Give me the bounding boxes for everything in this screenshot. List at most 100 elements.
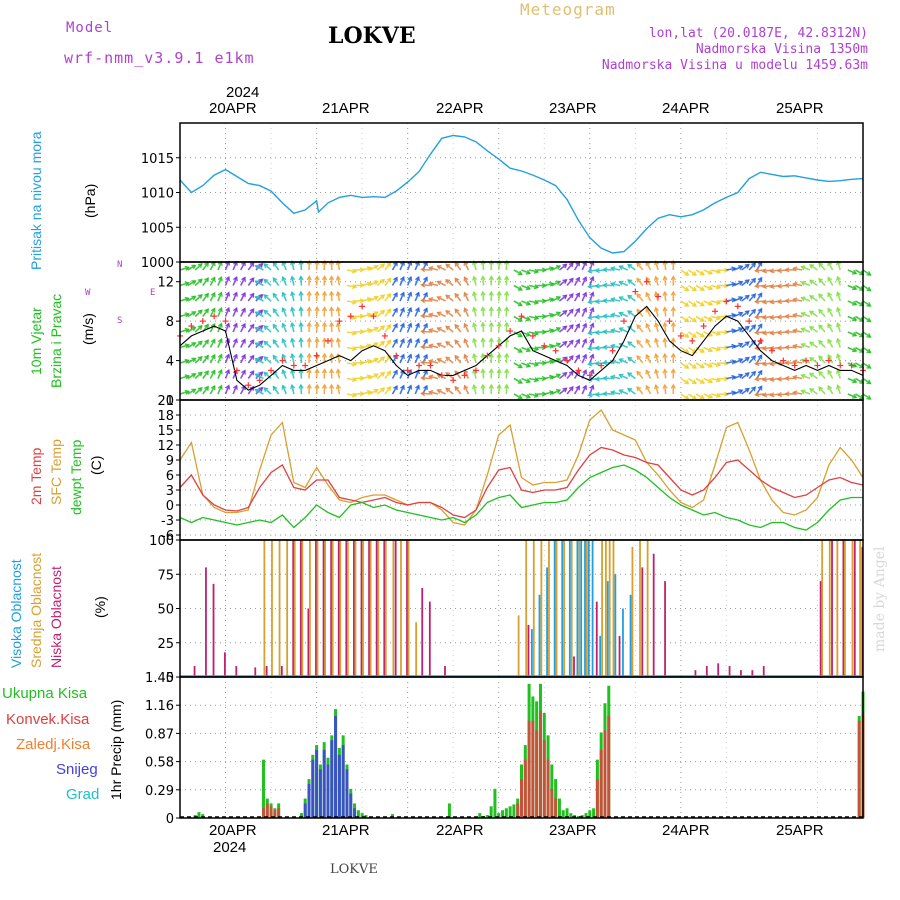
wind-arrowhead [254,280,260,286]
wind-arrowhead [707,269,714,275]
y-tick-label: 1.16 [145,699,174,714]
wind-arrowhead [627,294,633,300]
wind-arrow [187,357,196,364]
wind-arrowhead [568,308,574,314]
wind-arrow [473,385,477,395]
y-tick-label: 0 [166,499,174,514]
wind-arrow [711,362,721,366]
wind-arrowhead [562,372,568,377]
wind-arrow [346,393,356,397]
wind-arrowhead [594,376,600,382]
wind-arrowhead [731,312,737,319]
wind-arrowhead [217,384,223,390]
wind-arrow [255,358,264,364]
wind-arrow [414,276,420,286]
cloud-bar [694,670,697,677]
wind-arrowhead [549,359,555,365]
wind-arrow [654,338,659,348]
precip-bar [523,759,527,818]
wind-arrow [755,362,765,365]
cloud-bar [421,587,424,677]
wind-arrowhead [263,387,269,393]
wind-arrowhead [471,290,478,297]
wind-arrowhead [645,338,651,344]
wind-arrow [566,386,574,395]
precip-bar [504,808,508,818]
wind-arrowhead [610,312,616,318]
wind-arrow [232,276,238,286]
wind-arrowhead [761,345,767,352]
wind-arrow [454,262,462,271]
wind-arrowhead [818,277,824,283]
wind-arrowhead [436,358,442,363]
wind-arrowhead [776,267,783,274]
wind-arrowhead [184,358,190,364]
wind-arrow [473,323,477,333]
wind-arrowhead [225,291,231,297]
wind-arrow [406,338,412,348]
wind-arrow [399,307,405,317]
cloud-bar [853,540,856,677]
wind-arrowhead [645,307,651,313]
wind-arrowhead [393,338,398,344]
wind-arrow [544,391,554,395]
wind-arrow [263,356,272,364]
wind-arrowhead [684,364,690,369]
wind-arrowhead [800,265,806,271]
wind-arrowhead [298,275,304,281]
wind-arrowhead [699,286,705,291]
wind-arrow [581,338,587,348]
wind-arrowhead [407,291,413,297]
wind-arrow [255,327,264,333]
wind-arrow [573,385,580,395]
wind-arrow [497,291,501,302]
wind-arrow [217,307,223,317]
wind-arrow [793,267,803,271]
wind-arrow [337,384,341,395]
wind-arrowhead [738,358,744,364]
wind-arrowhead [776,391,783,398]
wind-arrow [187,311,196,318]
wind-arrow [361,313,372,318]
wind-arrowhead [517,317,523,322]
wind-arrow [862,300,871,307]
wind-arrowhead [866,333,872,338]
wind-arrow [497,322,501,333]
wind-arrow [836,338,841,348]
wind-arrowhead [645,353,651,360]
wind-arrow [748,324,756,333]
wind-arrow [291,307,295,317]
wind-arrowhead [827,384,833,391]
wind-arrow [589,338,594,348]
compass-north: N [117,260,123,270]
wind-arrowhead [808,372,815,378]
wind-arrow [695,377,705,384]
wind-arrow [346,284,356,288]
wind-arrowhead [751,324,757,330]
wind-arrowhead [670,306,676,312]
wind-arrowhead [298,290,304,296]
wind-arrow [703,346,713,352]
wind-arrowhead [335,259,341,266]
wind-arrowhead [670,352,676,358]
wind-arrowhead [670,368,676,374]
wind-arrow [680,377,689,385]
wind-arrowhead [594,267,600,274]
wind-arrow [528,284,539,289]
wind-arrow [645,385,652,395]
wind-arrow [263,278,272,287]
wind-arrow [793,283,803,287]
model-name: wrf-nmm_v3.9.1 e1km [64,49,255,67]
wind-arrowhead [351,376,358,383]
wind-arrow [315,291,319,302]
wind-arrowhead [488,275,494,281]
wind-arrowhead [480,368,486,374]
wind-arrowhead [314,383,320,389]
wind-arrowhead [761,299,767,305]
wind-arrow [726,314,736,318]
wind-arrow [654,385,659,395]
wind-arrowhead [373,342,379,348]
wind-arrow [726,376,736,380]
wind-arrowhead [699,363,705,369]
wind-arrowhead [217,322,223,328]
